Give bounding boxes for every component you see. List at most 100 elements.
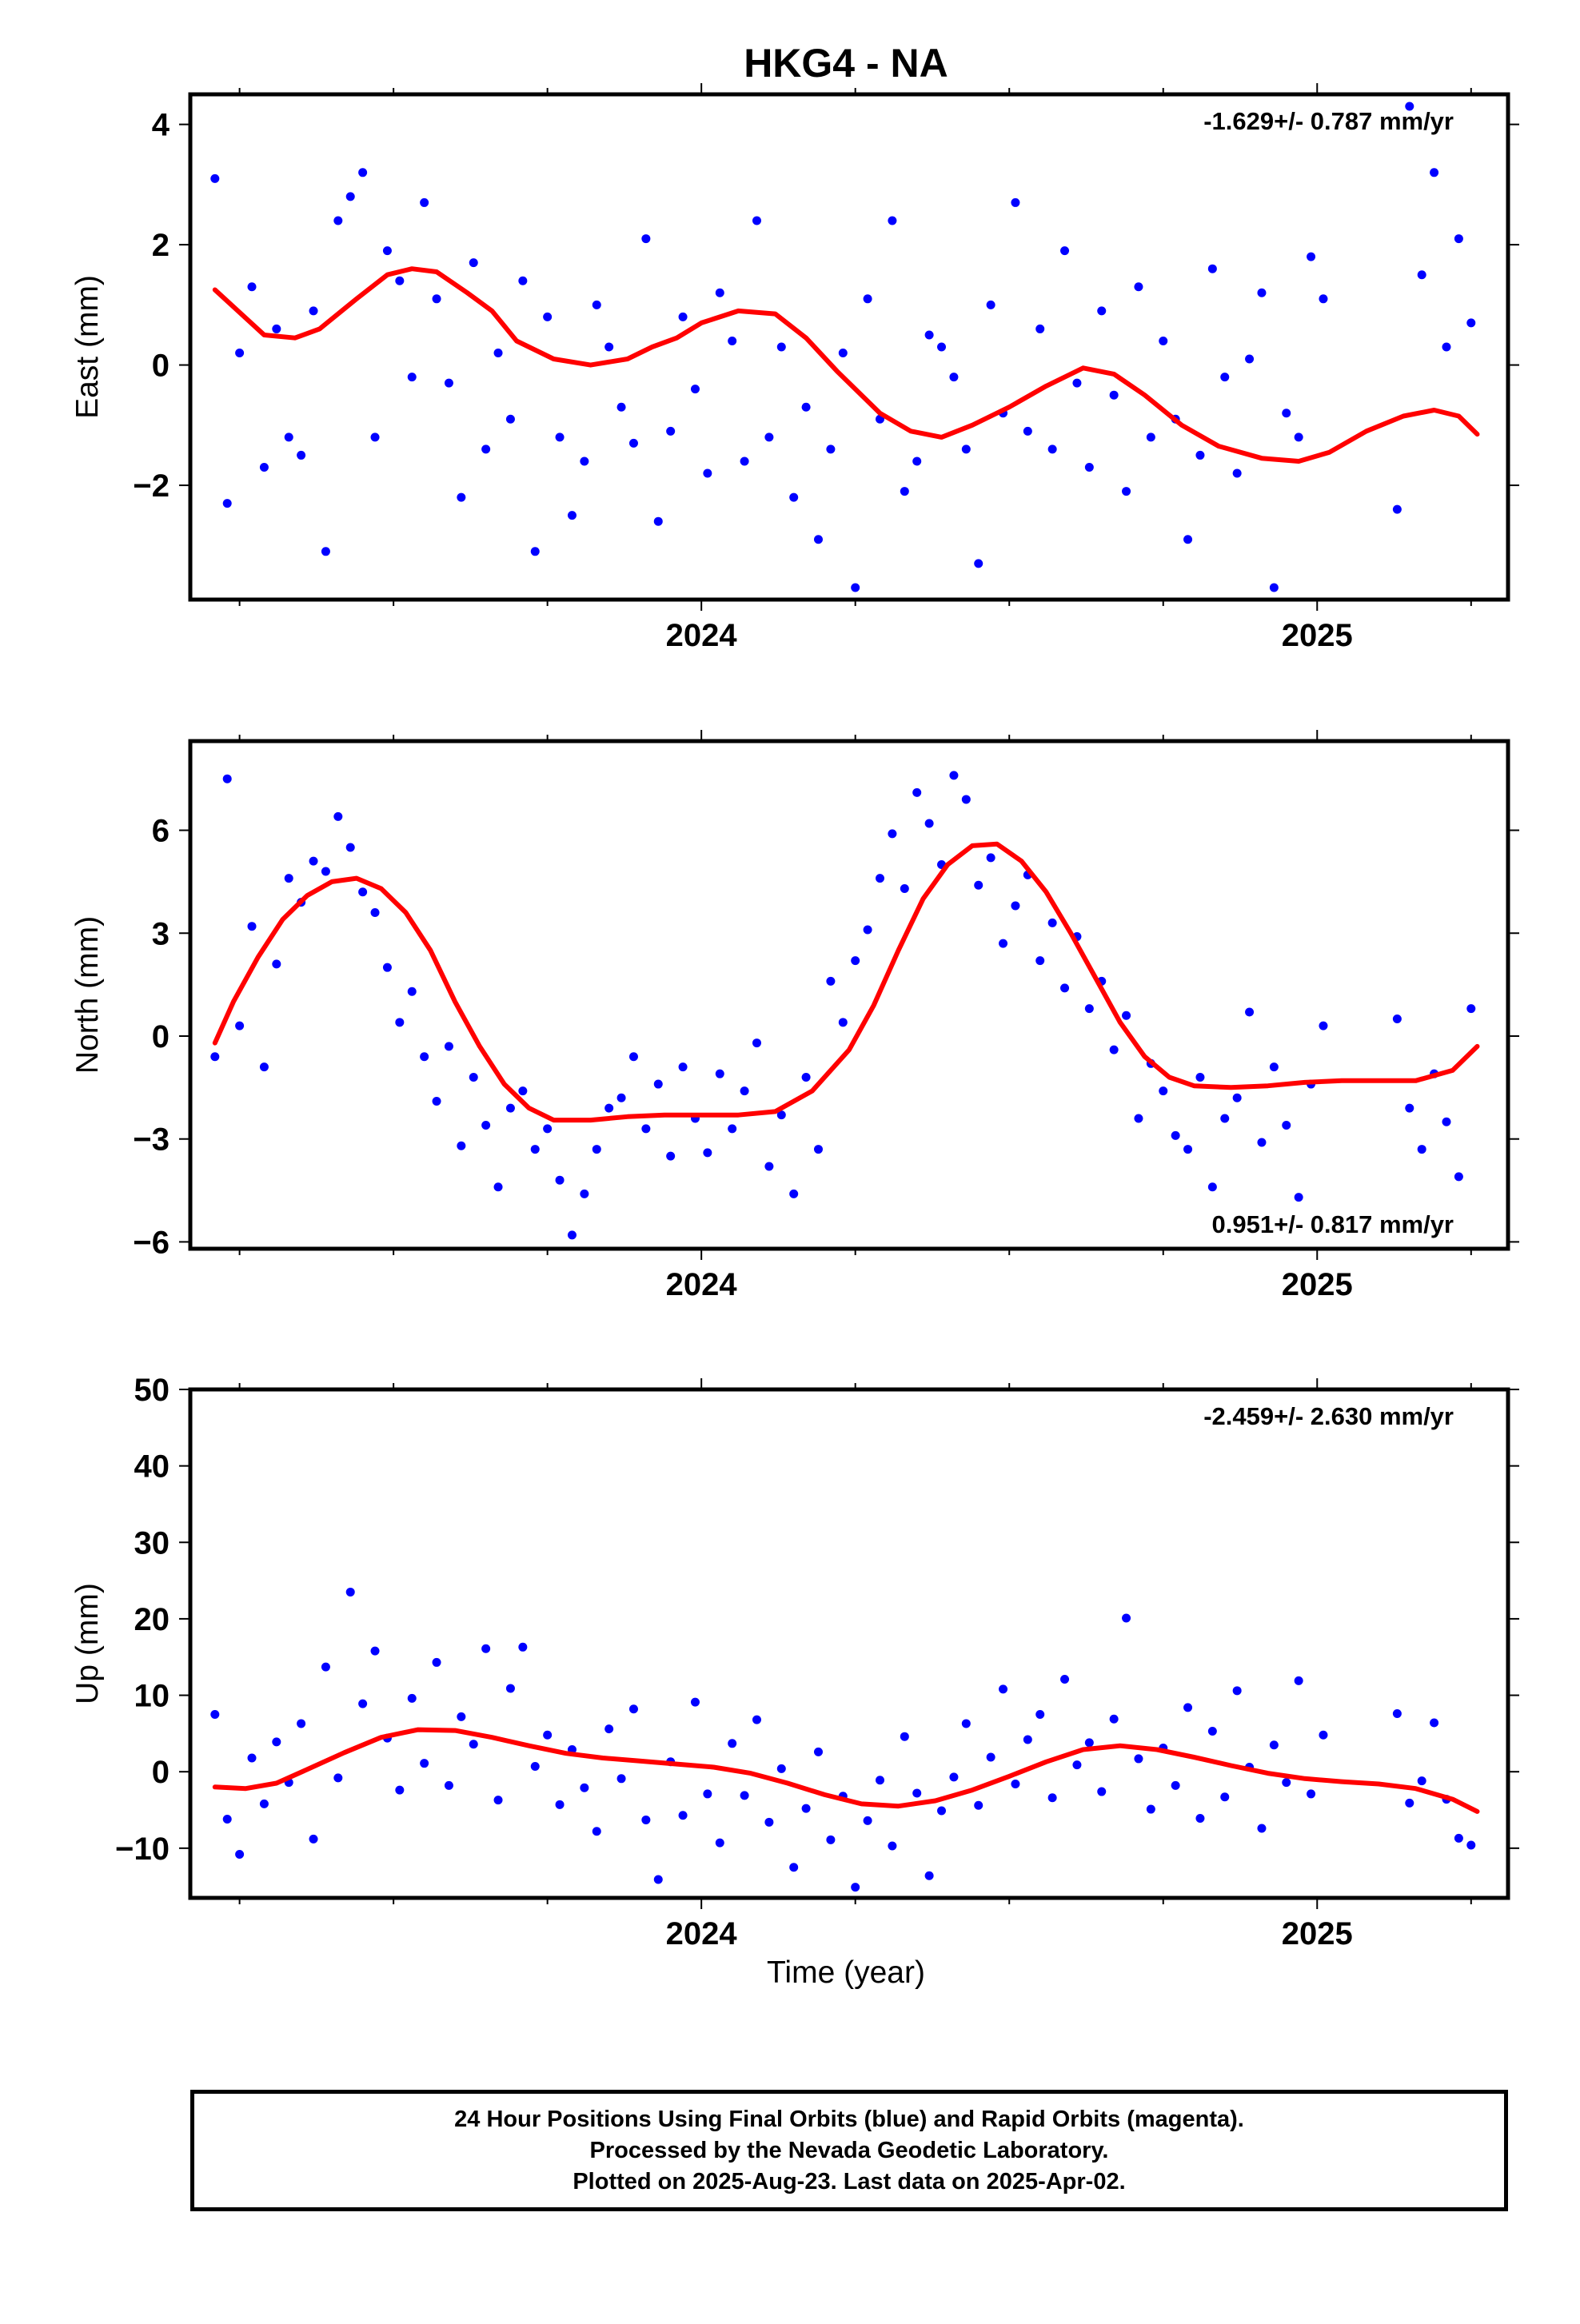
- rate-label: -2.459+/- 2.630 mm/yr: [1203, 1402, 1454, 1430]
- data-point: [1122, 1613, 1131, 1623]
- processing-note-line: 24 Hour Positions Using Final Orbits (bl…: [454, 2106, 1244, 2132]
- data-point: [1405, 1103, 1414, 1113]
- data-point: [358, 1699, 368, 1708]
- data-point: [616, 402, 626, 412]
- y-tick-label: 0: [152, 1755, 170, 1790]
- data-point: [949, 373, 959, 382]
- data-point: [740, 456, 749, 466]
- data-point: [863, 925, 872, 935]
- data-point: [616, 1774, 626, 1784]
- data-point: [1442, 1117, 1451, 1126]
- data-point: [370, 1646, 380, 1656]
- data-point: [1392, 504, 1402, 514]
- y-tick-label: 0: [152, 1019, 170, 1054]
- data-point: [444, 1780, 453, 1790]
- rate-label: 0.951+/- 0.817 mm/yr: [1212, 1210, 1454, 1238]
- data-point: [1047, 1793, 1057, 1803]
- data-point: [826, 1835, 836, 1844]
- data-point: [678, 1062, 688, 1072]
- data-point: [888, 216, 897, 225]
- data-point: [1122, 487, 1131, 496]
- model-line: [212, 841, 1480, 1123]
- data-point: [776, 1764, 786, 1773]
- data-point: [297, 1719, 306, 1728]
- model-line: [212, 1727, 1480, 1814]
- data-point: [592, 300, 601, 309]
- data-point: [900, 883, 909, 893]
- x-tick-label: 2025: [1282, 618, 1353, 653]
- data-point: [210, 1052, 220, 1062]
- data-point: [912, 787, 922, 797]
- data-point: [1011, 901, 1020, 911]
- data-point: [838, 1018, 848, 1027]
- data-point: [813, 1747, 823, 1756]
- y-tick-label: 6: [152, 814, 170, 849]
- data-point: [1023, 426, 1032, 436]
- data-points: [210, 771, 1476, 1240]
- data-point: [703, 468, 712, 478]
- y-tick-label: 50: [134, 1373, 170, 1408]
- data-point: [284, 874, 293, 883]
- data-point: [493, 349, 503, 358]
- data-point: [789, 1863, 799, 1872]
- data-point: [469, 1072, 478, 1082]
- data-point: [1072, 1760, 1082, 1770]
- data-point: [1417, 270, 1426, 280]
- data-point: [1232, 1686, 1242, 1696]
- data-point: [1405, 102, 1414, 111]
- data-point: [1220, 1792, 1230, 1802]
- data-point: [493, 1182, 503, 1192]
- y-axis-label: North (mm): [70, 916, 105, 1074]
- model-line: [212, 266, 1480, 464]
- data-point: [912, 1788, 922, 1798]
- data-point: [1159, 1086, 1168, 1096]
- data-point: [1195, 1072, 1205, 1082]
- data-point: [986, 853, 995, 863]
- data-point: [986, 300, 995, 309]
- x-tick-label: 2025: [1282, 1916, 1353, 1951]
- data-point: [321, 1662, 330, 1672]
- data-point: [345, 1587, 355, 1597]
- data-point: [813, 1145, 823, 1154]
- data-point: [505, 1684, 515, 1693]
- x-axis-label: Time (year): [767, 1955, 925, 1990]
- data-point: [457, 492, 466, 502]
- data-point: [222, 774, 232, 783]
- data-point: [740, 1791, 749, 1800]
- data-point: [469, 258, 478, 268]
- data-point: [924, 1871, 934, 1880]
- data-point: [678, 1811, 688, 1820]
- data-point: [309, 856, 318, 866]
- data-point: [876, 1776, 885, 1785]
- data-point: [432, 294, 441, 304]
- data-point: [949, 1772, 959, 1782]
- data-point: [543, 1730, 553, 1740]
- data-point: [1257, 288, 1267, 297]
- x-tick-label: 2025: [1282, 1267, 1353, 1302]
- data-point: [789, 1189, 799, 1198]
- data-point: [259, 1799, 269, 1808]
- data-point: [309, 306, 318, 316]
- data-point: [764, 433, 774, 442]
- data-point: [543, 1124, 553, 1134]
- data-point: [604, 1103, 614, 1113]
- data-point: [715, 1069, 724, 1078]
- data-point: [703, 1789, 712, 1799]
- data-point: [1195, 450, 1205, 460]
- data-point: [333, 1773, 343, 1783]
- data-point: [1011, 1779, 1020, 1788]
- data-point: [986, 1752, 995, 1762]
- data-point: [776, 342, 786, 352]
- data-point: [543, 312, 553, 321]
- data-point: [1442, 342, 1451, 352]
- data-point: [382, 963, 392, 972]
- data-point: [1417, 1776, 1426, 1786]
- data-point: [580, 1189, 589, 1198]
- processing-note-box: 24 Hour Positions Using Final Orbits (bl…: [190, 2090, 1508, 2211]
- data-point: [1430, 1718, 1439, 1728]
- y-tick-label: 10: [134, 1679, 170, 1714]
- data-point: [703, 1148, 712, 1158]
- data-point: [1109, 1714, 1119, 1724]
- data-point: [628, 1052, 638, 1062]
